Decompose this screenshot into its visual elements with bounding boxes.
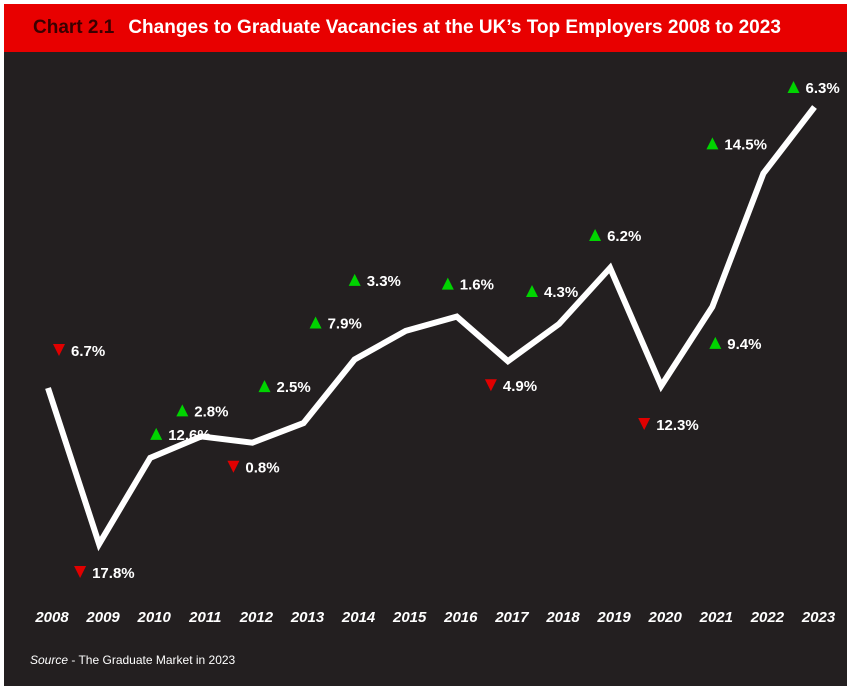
chart-number: Chart 2.1 xyxy=(33,17,115,38)
change-label: 6.7% xyxy=(71,343,105,360)
up-arrow-icon xyxy=(709,336,722,349)
change-label: 4.3% xyxy=(544,284,578,301)
x-tick-label: 2017 xyxy=(494,609,529,626)
x-tick-label: 2020 xyxy=(648,609,683,626)
up-arrow-icon xyxy=(348,273,361,286)
change-label: 1.6% xyxy=(460,277,494,294)
down-arrow-icon xyxy=(227,460,240,473)
x-tick-label: 2016 xyxy=(443,609,478,626)
vacancy-line xyxy=(45,105,817,552)
change-label: 14.5% xyxy=(724,136,767,153)
chart-title: Changes to Graduate Vacancies at the UK’… xyxy=(128,17,781,38)
up-arrow-icon xyxy=(526,284,538,297)
up-arrow-icon xyxy=(787,81,800,93)
x-tick-label: 2023 xyxy=(801,609,836,626)
change-label: 2.5% xyxy=(277,379,311,396)
change-label: 3.3% xyxy=(367,273,401,290)
x-tick-label: 2010 xyxy=(137,609,172,626)
source-note: Source - The Graduate Market in 2023 xyxy=(30,653,235,667)
source-prefix: Source xyxy=(30,653,69,667)
change-label: 9.4% xyxy=(727,336,761,353)
up-arrow-icon xyxy=(309,316,322,329)
up-arrow-icon xyxy=(258,380,271,393)
change-label: 6.3% xyxy=(806,80,840,97)
up-arrow-icon xyxy=(441,277,454,290)
source-text: - The Graduate Market in 2023 xyxy=(68,653,236,667)
change-label: 12.3% xyxy=(656,417,699,434)
chart-frame: Chart 2.1 Changes to Graduate Vacancies … xyxy=(4,4,847,686)
x-tick-label: 2011 xyxy=(188,609,221,626)
x-tick-label: 2012 xyxy=(239,609,274,626)
change-label: 7.9% xyxy=(328,316,362,333)
up-arrow-icon xyxy=(706,137,719,150)
up-arrow-icon xyxy=(589,228,602,241)
x-tick-label: 2019 xyxy=(596,609,631,626)
change-label: 6.2% xyxy=(607,228,641,245)
x-tick-label: 2013 xyxy=(290,609,325,626)
down-arrow-icon xyxy=(484,379,497,392)
change-label: 0.8% xyxy=(245,460,279,477)
x-tick-label: 2021 xyxy=(699,609,733,626)
x-tick-label: 2018 xyxy=(545,609,580,626)
down-arrow-icon xyxy=(638,417,651,430)
down-arrow-icon xyxy=(53,344,65,357)
up-arrow-icon xyxy=(150,427,163,440)
x-tick-label: 2008 xyxy=(34,609,69,626)
change-label: 17.8% xyxy=(92,565,135,582)
x-tick-label: 2014 xyxy=(341,609,376,626)
change-label: 2.8% xyxy=(194,403,228,420)
change-label: 12.6% xyxy=(168,427,211,444)
change-label: 4.9% xyxy=(503,378,537,395)
line-chart: 6.7% 17.8% 12.6% 2.8% 0.8% 2.5% 7.9% 3.3% 1.6% 4.… xyxy=(34,80,840,626)
down-arrow-icon xyxy=(74,566,87,578)
title-bar: Chart 2.1 Changes to Graduate Vacancies … xyxy=(4,4,847,52)
x-tick-label: 2009 xyxy=(85,609,120,626)
up-arrow-icon xyxy=(176,404,189,417)
x-tick-label: 2022 xyxy=(750,609,785,626)
x-tick-label: 2015 xyxy=(392,609,427,626)
